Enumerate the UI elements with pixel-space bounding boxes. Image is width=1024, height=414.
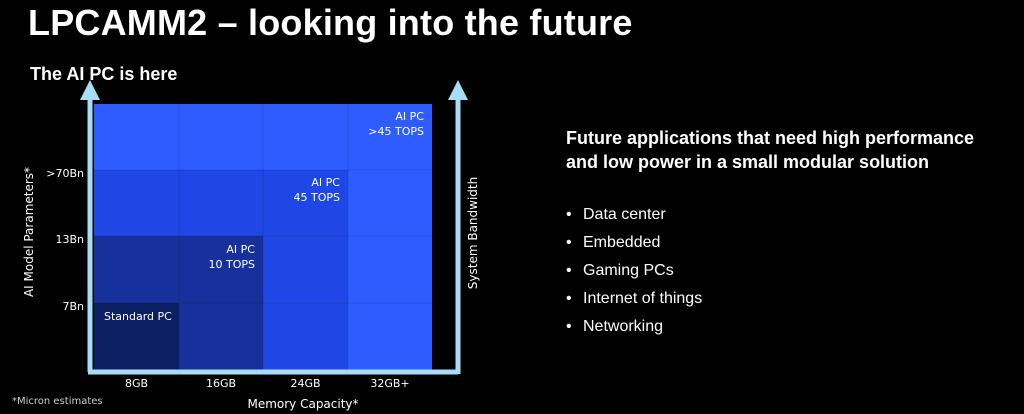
footnote: *Micron estimates	[12, 396, 103, 407]
tier-label: Standard PC	[104, 310, 172, 323]
list-item-label: Internet of things	[583, 290, 703, 307]
tier-label: AI PC 45 TOPS	[294, 176, 341, 204]
bandwidth-axis-label: System Bandwidth	[466, 177, 480, 289]
y-tick-label: 7Bn	[62, 300, 84, 313]
y-tick-label: 13Bn	[55, 233, 84, 246]
y-axis-label: AI Model Parameters*	[22, 167, 36, 297]
applications-list: • Data center • Embedded • Gaming PCs • Inte…	[566, 204, 702, 344]
applications-heading-line1: Future applications that need high perfo…	[566, 128, 975, 148]
list-item: • Networking	[566, 318, 664, 335]
x-tick-label: 32GB+	[370, 377, 409, 390]
list-item-label: Gaming PCs	[583, 262, 674, 279]
list-item: • Embedded	[566, 234, 661, 251]
list-item-label: Networking	[583, 318, 664, 335]
tier-label: AI PC >45 TOPS	[368, 110, 424, 138]
x-tick-label: 8GB	[125, 377, 148, 390]
slide-subtitle: The AI PC is here	[30, 64, 178, 84]
x-axis-label: Memory Capacity*	[247, 397, 358, 411]
list-item: • Data center	[566, 206, 666, 223]
list-item-label: Data center	[583, 206, 666, 223]
applications-heading: Future applications that need high perfo…	[566, 126, 1006, 174]
list-item: • Gaming PCs	[566, 262, 674, 279]
chart-layers: AI PC >45 TOPS AI PC 45 TOPS AI PC 10 TOPS Sta…	[22, 80, 480, 411]
y-tick-label: >70Bn	[46, 167, 84, 180]
tier-label: AI PC 10 TOPS	[209, 243, 256, 271]
x-tick-label: 24GB	[290, 377, 320, 390]
slide-title: LPCAMM2 – looking into the future	[28, 2, 633, 43]
applications-heading-line2: and low power in a small modular solutio…	[566, 152, 930, 172]
x-tick-label: 16GB	[206, 377, 236, 390]
list-item-label: Embedded	[583, 234, 661, 251]
tier-region	[94, 303, 179, 370]
list-item: • Internet of things	[566, 290, 703, 307]
